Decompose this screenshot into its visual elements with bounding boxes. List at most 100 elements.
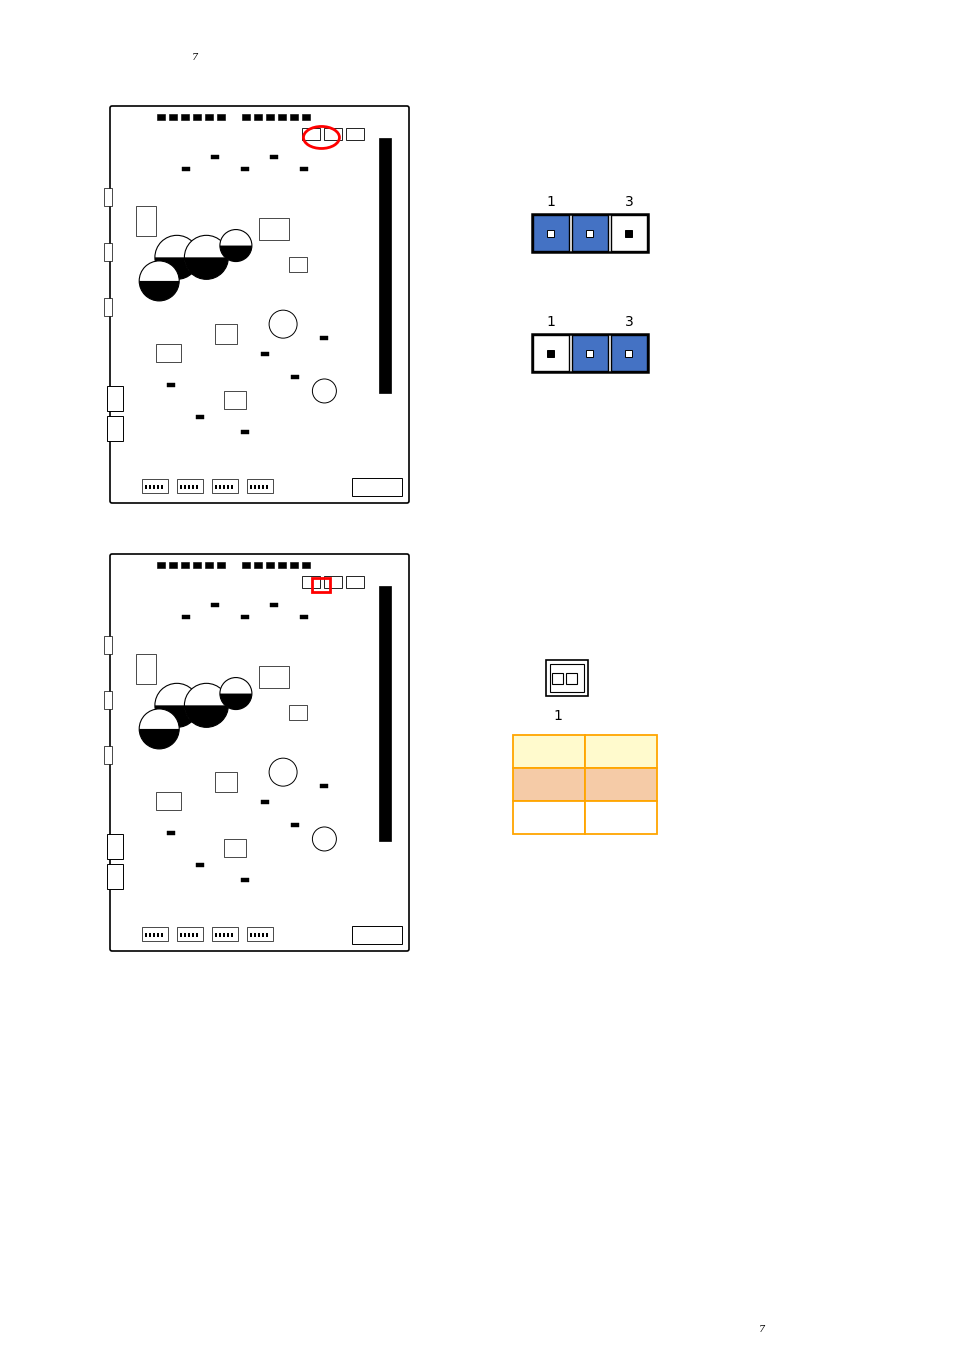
Bar (135, 655, 155, 684)
Circle shape (220, 678, 252, 710)
Bar (289, 705, 307, 721)
Bar (167, 383, 174, 387)
Bar (157, 485, 159, 489)
Bar (157, 933, 159, 937)
Bar (324, 576, 341, 589)
Bar (270, 155, 278, 159)
Bar (104, 636, 112, 653)
Bar (586, 230, 593, 236)
Bar (214, 485, 216, 489)
Bar (104, 298, 112, 316)
Bar (161, 485, 163, 489)
Bar (261, 799, 269, 803)
Bar (196, 414, 204, 418)
Bar (216, 113, 225, 120)
Bar (184, 933, 186, 937)
Bar (181, 113, 189, 120)
Bar (289, 258, 307, 273)
Bar (266, 485, 268, 489)
Circle shape (154, 235, 198, 279)
Bar (181, 562, 189, 568)
Bar (266, 562, 274, 568)
Bar (378, 586, 391, 841)
Bar (242, 113, 250, 120)
Text: 3: 3 (624, 194, 633, 209)
Bar (266, 933, 268, 937)
Bar (378, 138, 391, 393)
Bar (193, 562, 201, 568)
Bar (299, 167, 308, 171)
Bar (157, 562, 165, 568)
Bar (149, 485, 151, 489)
Bar (532, 333, 647, 373)
FancyBboxPatch shape (110, 107, 409, 504)
Bar (188, 933, 190, 937)
Bar (161, 933, 163, 937)
Bar (532, 215, 647, 252)
Text: 1: 1 (546, 315, 555, 329)
Bar (240, 879, 249, 883)
Bar (231, 485, 233, 489)
Bar (625, 230, 632, 236)
Text: 1: 1 (553, 709, 561, 724)
Text: 7: 7 (192, 53, 198, 62)
Bar (195, 933, 198, 937)
Bar (156, 792, 181, 810)
Bar (545, 660, 587, 697)
Bar (302, 562, 310, 568)
Bar (169, 113, 177, 120)
Bar (513, 734, 584, 768)
Bar (145, 485, 147, 489)
Bar (253, 113, 262, 120)
Bar (180, 485, 182, 489)
Bar (240, 431, 249, 435)
Bar (142, 479, 168, 493)
Bar (214, 933, 216, 937)
Bar (550, 664, 583, 693)
Circle shape (139, 709, 179, 749)
Bar (192, 933, 193, 937)
Bar (262, 933, 264, 937)
Bar (104, 691, 112, 709)
Bar (610, 215, 646, 251)
Bar (302, 128, 319, 140)
Bar (167, 832, 174, 836)
Bar (104, 188, 112, 207)
Bar (565, 672, 577, 683)
Bar (547, 350, 554, 356)
Wedge shape (220, 246, 252, 262)
Bar (104, 243, 112, 261)
Bar (302, 576, 319, 589)
FancyBboxPatch shape (110, 554, 409, 950)
Circle shape (154, 683, 198, 728)
Circle shape (269, 759, 296, 786)
Bar (205, 113, 213, 120)
Circle shape (220, 230, 252, 262)
Bar (142, 927, 168, 941)
Bar (547, 230, 554, 236)
Bar (107, 416, 123, 441)
Bar (270, 603, 278, 608)
Bar (513, 801, 584, 834)
Wedge shape (139, 281, 179, 301)
Bar (219, 485, 221, 489)
Bar (215, 772, 237, 792)
Bar (533, 335, 568, 371)
Bar (215, 324, 237, 344)
Bar (196, 863, 204, 867)
Bar (212, 927, 237, 941)
Bar (227, 485, 229, 489)
Bar (533, 215, 568, 251)
Bar (152, 485, 154, 489)
Bar (224, 392, 246, 409)
Wedge shape (220, 694, 252, 710)
Bar (552, 672, 562, 683)
Bar (253, 485, 255, 489)
Bar (277, 562, 286, 568)
Circle shape (184, 683, 228, 728)
Bar (224, 838, 246, 857)
Bar (107, 864, 123, 890)
Bar (157, 113, 165, 120)
Bar (291, 375, 298, 379)
Bar (223, 933, 225, 937)
